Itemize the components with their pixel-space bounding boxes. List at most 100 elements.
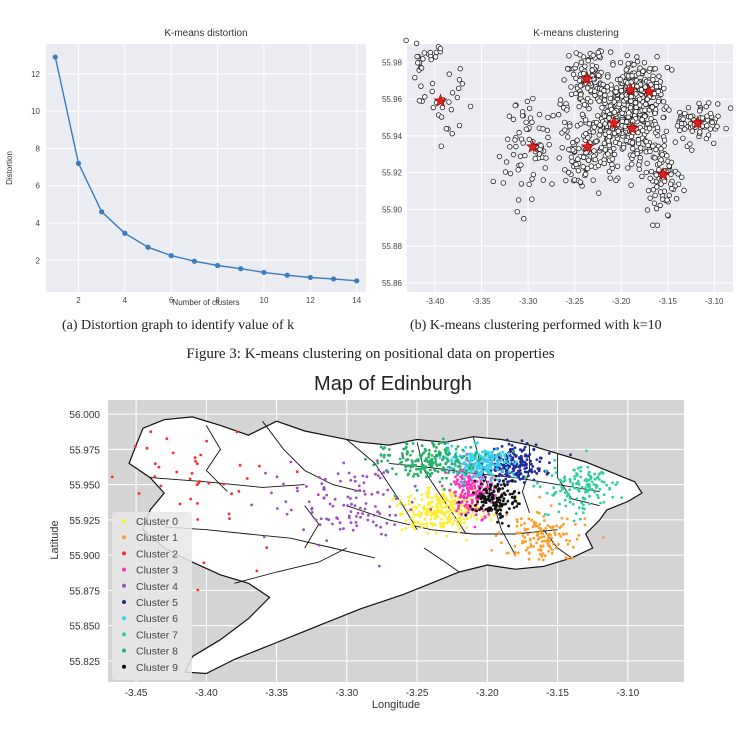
cluster-point bbox=[235, 430, 239, 434]
cluster-point bbox=[502, 460, 506, 464]
x-tick-label: 12 bbox=[306, 296, 315, 305]
cluster-point bbox=[526, 454, 529, 458]
property-point bbox=[515, 167, 521, 173]
property-point bbox=[565, 169, 572, 176]
cluster-point bbox=[512, 449, 515, 453]
cluster-point bbox=[376, 461, 380, 465]
property-point bbox=[613, 177, 619, 183]
cluster-point bbox=[404, 445, 408, 449]
property-point bbox=[512, 102, 518, 109]
legend-marker bbox=[122, 616, 126, 621]
cluster-point bbox=[490, 451, 493, 455]
data-point bbox=[122, 230, 128, 236]
cluster-point bbox=[465, 464, 468, 468]
cluster-point bbox=[544, 469, 548, 473]
property-point bbox=[623, 67, 629, 73]
property-point bbox=[659, 196, 666, 202]
property-point bbox=[519, 113, 526, 119]
cluster-point bbox=[506, 483, 509, 486]
property-point bbox=[666, 192, 673, 198]
cluster-point bbox=[489, 506, 492, 509]
cluster-point bbox=[362, 489, 366, 493]
cluster-point bbox=[489, 471, 492, 475]
cluster-point bbox=[536, 481, 539, 485]
x-tick-label: 2 bbox=[76, 296, 81, 305]
cluster-point bbox=[593, 490, 597, 494]
cluster-point bbox=[461, 448, 465, 452]
cluster-point bbox=[527, 551, 531, 555]
property-point bbox=[606, 142, 612, 149]
cluster-point bbox=[196, 518, 200, 521]
y-tick-label: 55.98 bbox=[382, 58, 403, 67]
cluster-point bbox=[508, 475, 511, 478]
cluster-point bbox=[178, 502, 182, 506]
property-point bbox=[697, 129, 703, 135]
cluster-point bbox=[440, 484, 444, 488]
cluster-point bbox=[412, 513, 416, 517]
cluster-point bbox=[608, 486, 612, 490]
cluster-point bbox=[548, 525, 552, 529]
property-point bbox=[649, 104, 656, 110]
property-point bbox=[449, 131, 455, 137]
cluster-point bbox=[434, 458, 438, 461]
property-point bbox=[593, 138, 599, 145]
property-point bbox=[653, 146, 659, 153]
cluster-point bbox=[577, 466, 580, 470]
property-point bbox=[677, 109, 683, 116]
cluster-point bbox=[453, 491, 456, 494]
cluster-point bbox=[513, 462, 517, 465]
cluster-point bbox=[347, 516, 351, 520]
property-point bbox=[661, 178, 668, 185]
property-point bbox=[669, 185, 675, 192]
property-point bbox=[581, 70, 587, 77]
cluster-point bbox=[563, 498, 567, 502]
cluster-point bbox=[525, 466, 528, 470]
property-point bbox=[707, 126, 714, 132]
cluster-point bbox=[550, 474, 554, 477]
cluster-point bbox=[456, 521, 459, 525]
x-tick-label: -3.35 bbox=[265, 688, 288, 699]
property-point bbox=[641, 59, 648, 66]
property-point bbox=[610, 62, 616, 68]
property-point bbox=[674, 123, 681, 129]
cluster-point bbox=[469, 454, 472, 458]
cluster-point bbox=[580, 501, 583, 505]
cluster-point bbox=[474, 451, 478, 455]
cluster-point bbox=[539, 544, 542, 548]
cluster-point bbox=[456, 518, 459, 521]
cluster-point bbox=[568, 500, 572, 504]
cluster-point bbox=[475, 480, 479, 483]
y-tick-label: 55.825 bbox=[69, 657, 100, 668]
cluster-point bbox=[521, 534, 525, 538]
property-point bbox=[627, 105, 634, 111]
property-point bbox=[577, 83, 584, 89]
centroid-star bbox=[642, 84, 657, 98]
cluster-point bbox=[450, 504, 453, 507]
cluster-point bbox=[440, 506, 444, 510]
cluster-point bbox=[466, 506, 469, 510]
cluster-point bbox=[553, 533, 557, 537]
cluster-point bbox=[505, 551, 509, 555]
property-point bbox=[502, 169, 509, 175]
property-point bbox=[580, 164, 586, 170]
property-point bbox=[418, 65, 425, 71]
cluster-point bbox=[403, 503, 407, 507]
cluster-point bbox=[460, 490, 464, 494]
cluster-point bbox=[532, 520, 536, 524]
cluster-point bbox=[434, 531, 438, 535]
property-point bbox=[456, 122, 463, 129]
cluster-point bbox=[451, 492, 455, 496]
property-point bbox=[556, 155, 562, 161]
cluster-point bbox=[529, 543, 533, 546]
cluster-point bbox=[515, 531, 519, 535]
cluster-point bbox=[490, 509, 493, 512]
property-point bbox=[620, 145, 627, 151]
cluster-point bbox=[598, 487, 602, 491]
cluster-point bbox=[540, 540, 544, 543]
property-point bbox=[573, 50, 579, 56]
data-point bbox=[307, 274, 313, 281]
cluster-point bbox=[575, 537, 579, 541]
cluster-point bbox=[420, 498, 424, 501]
property-point bbox=[467, 103, 474, 110]
property-point bbox=[650, 77, 656, 83]
